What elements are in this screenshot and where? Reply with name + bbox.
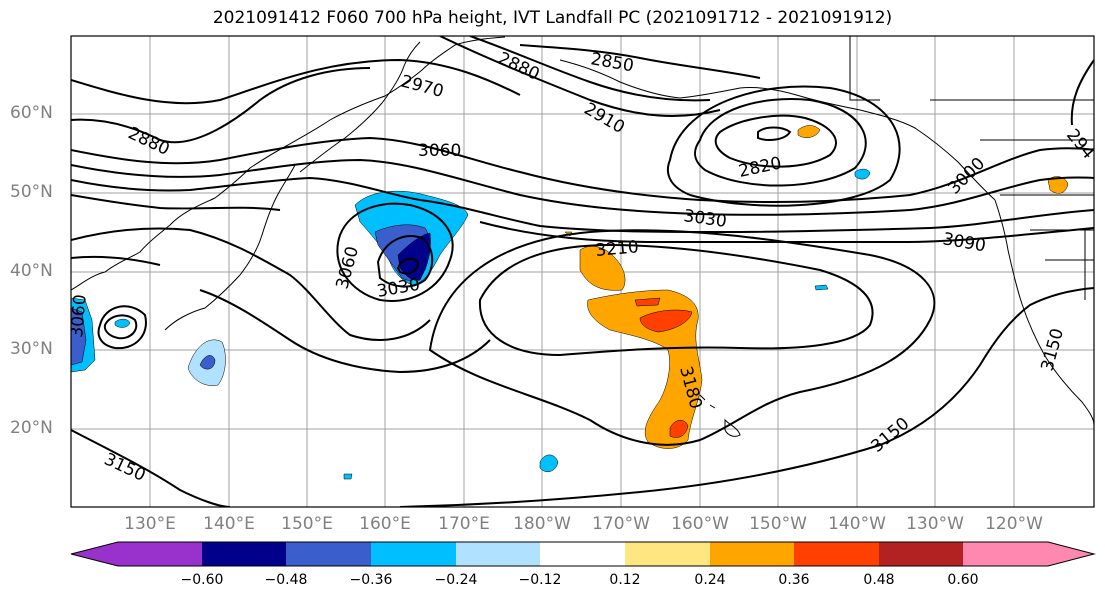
north-america-coast	[994, 199, 1094, 426]
neg-region-max	[397, 232, 431, 281]
contour-label: 3060	[418, 141, 461, 161]
colorbar	[70, 541, 1096, 567]
lon-label: 140°W	[828, 514, 886, 534]
chart-title: 2021091412 F060 700 hPa height, IVT Land…	[212, 8, 893, 28]
ivt-shading	[71, 125, 1069, 480]
contour-2850	[519, 44, 761, 79]
colorbar-tick: −0.24	[434, 572, 478, 588]
lon-label: 150°W	[749, 514, 807, 534]
colorbar-tick: −0.48	[264, 572, 308, 588]
contour-3210-ring	[478, 243, 874, 357]
pos-region-max	[639, 309, 693, 333]
asia-coast	[71, 36, 506, 291]
colorbar-seg-6	[625, 542, 710, 566]
lon-label: 160°E	[359, 514, 411, 534]
contour-label: 3210	[595, 237, 640, 261]
colorbar-seg-8	[794, 542, 879, 566]
lat-label: 60°N	[10, 103, 53, 123]
lon-label: 120°W	[985, 514, 1043, 534]
colorbar-tick: 0.48	[863, 572, 895, 588]
colorbar-tick: −0.60	[180, 572, 224, 588]
colorbar-outline	[70, 541, 1096, 567]
colorbar-seg-4	[456, 542, 540, 566]
lon-label: 130°W	[906, 514, 964, 534]
contour-3000-low	[396, 257, 420, 275]
colorbar-seg-7	[710, 542, 794, 566]
lon-label: 170°W	[592, 514, 650, 534]
contour-3000	[71, 136, 1094, 204]
neg-blob-south	[539, 454, 559, 473]
height-contours	[71, 36, 1094, 507]
contour-2880-west	[71, 67, 371, 144]
colorbar-tick: −0.36	[349, 572, 393, 588]
colorbar-seg-2	[286, 542, 371, 566]
pos-blob-north	[797, 125, 821, 138]
contour-label: 3060	[67, 294, 91, 339]
contour-2910	[439, 36, 721, 117]
contour-low-inner	[757, 126, 792, 141]
contour-3180-south	[399, 287, 1094, 507]
contour-2880-north	[469, 36, 711, 102]
colorbar-seg-10	[963, 542, 1094, 566]
gridlines	[71, 36, 1094, 507]
colorbar-seg-1	[202, 542, 286, 566]
contour-low-ring-3	[666, 85, 901, 207]
contour-coast-east	[1070, 59, 1094, 126]
colorbar-tick: 0.36	[778, 572, 810, 588]
contour-low-ring-2	[694, 98, 867, 187]
lon-label: 140°E	[203, 514, 255, 534]
lon-label: 130°E	[124, 514, 176, 534]
colorbar-tick: 0.60	[947, 572, 979, 588]
colorbar-tick: −0.12	[518, 572, 562, 588]
contour-3150-south	[71, 429, 231, 507]
colorbar-seg-5	[540, 542, 625, 566]
contour-3150-ring	[428, 229, 936, 446]
contour-3030	[71, 158, 1094, 216]
lon-label: 150°E	[281, 514, 333, 534]
pos-blob-east	[1047, 176, 1069, 194]
colorbar-tick: 0.24	[694, 572, 726, 588]
map-plot: 2880 2970 2880 2850 2910 3060 2820 3000 …	[67, 35, 1095, 508]
kuril-kamchatka-coast	[299, 41, 421, 173]
colorbar-seg-9	[879, 542, 963, 566]
contour-3150-west	[71, 227, 431, 341]
contour-3060-low	[336, 202, 454, 302]
contour-west-low	[103, 314, 138, 340]
pos-region-main	[587, 289, 703, 449]
lat-label: 20°N	[10, 418, 53, 438]
contour-3060	[71, 176, 1094, 234]
colorbar-tick: 0.12	[609, 572, 641, 588]
lon-label: 160°W	[671, 514, 729, 534]
neg-region-west-core	[71, 307, 87, 366]
lon-label: 170°E	[438, 514, 490, 534]
lat-label: 30°N	[10, 339, 53, 359]
colorbar-seg-3	[371, 542, 456, 566]
lon-label: 180°W	[513, 514, 571, 534]
alaska-coast	[559, 59, 996, 201]
colorbar-seg-0	[71, 542, 202, 566]
contour-3030-low	[376, 235, 434, 288]
contour-low-ring-1	[714, 114, 837, 168]
lat-label: 40°N	[10, 261, 53, 281]
lat-label: 50°N	[10, 182, 53, 202]
pos-region-central-pacific	[579, 246, 626, 291]
contour-2970	[71, 58, 521, 105]
plot-frame	[70, 35, 1095, 508]
